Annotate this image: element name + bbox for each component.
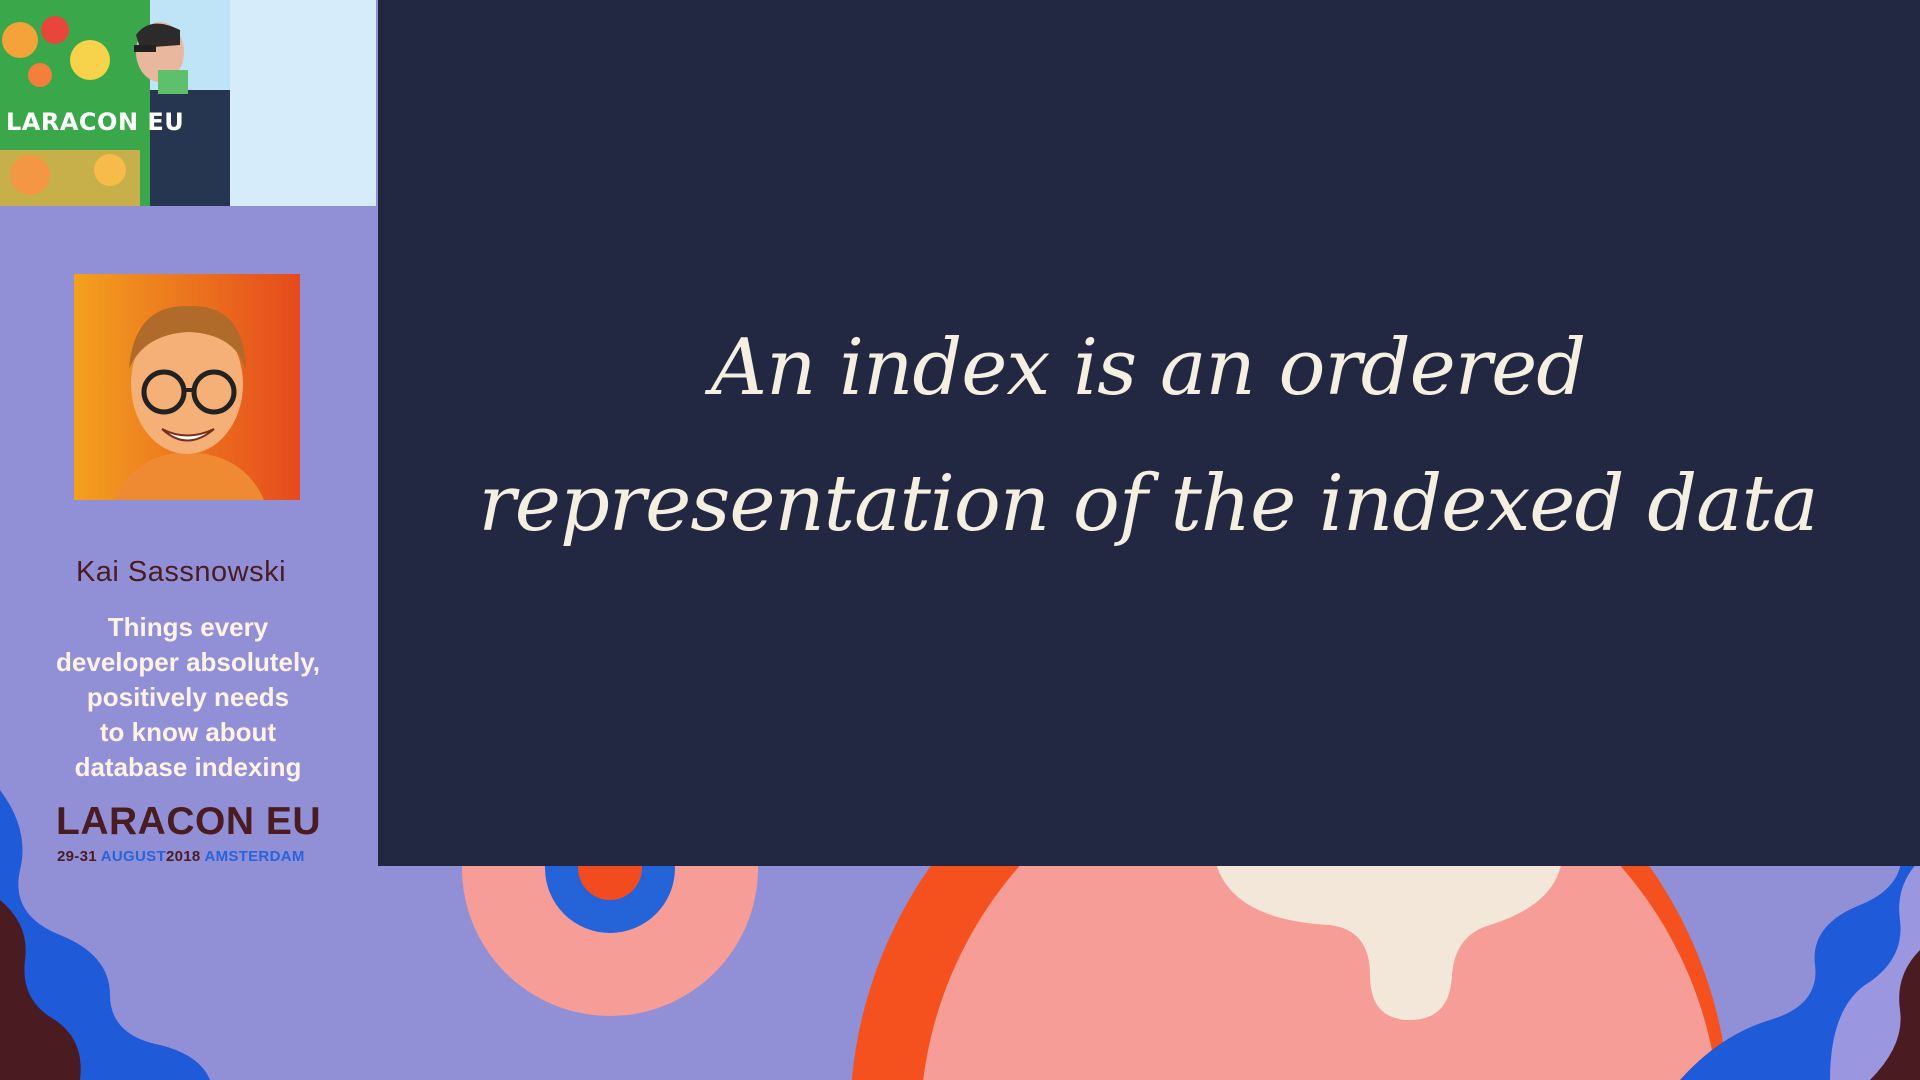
- event-logo-text: LARACON EU: [56, 800, 321, 843]
- talk-title: Things every developer absolutely, posit…: [56, 612, 320, 782]
- cream-blob-shape: [1215, 860, 1562, 1020]
- presentation-slide: An index is an ordered representation of…: [378, 0, 1920, 866]
- event-month: AUGUST: [100, 848, 166, 865]
- speaker-name: Kai Sassnowski: [75, 556, 287, 588]
- speaker-avatar: [74, 274, 300, 500]
- left-wave-blue: [0, 790, 210, 1080]
- right-wave-brown: [1870, 950, 1920, 1080]
- left-wave-brown: [0, 900, 81, 1080]
- right-wave-lilac: [1830, 860, 1920, 1080]
- camera-scene: [0, 0, 376, 206]
- speaker-camera-feed: LARACON EU: [0, 0, 376, 206]
- event-year: 2018: [165, 848, 201, 865]
- speaker-photo: [74, 274, 300, 500]
- event-details: 29-31 AUGUST2018 AMSTERDAM: [57, 848, 305, 865]
- camera-sign-text: LARACON EU: [6, 108, 185, 136]
- event-dates: 29-31: [57, 848, 97, 865]
- slide-text: An index is an ordered representation of…: [478, 323, 1819, 549]
- event-city: AMSTERDAM: [204, 848, 305, 865]
